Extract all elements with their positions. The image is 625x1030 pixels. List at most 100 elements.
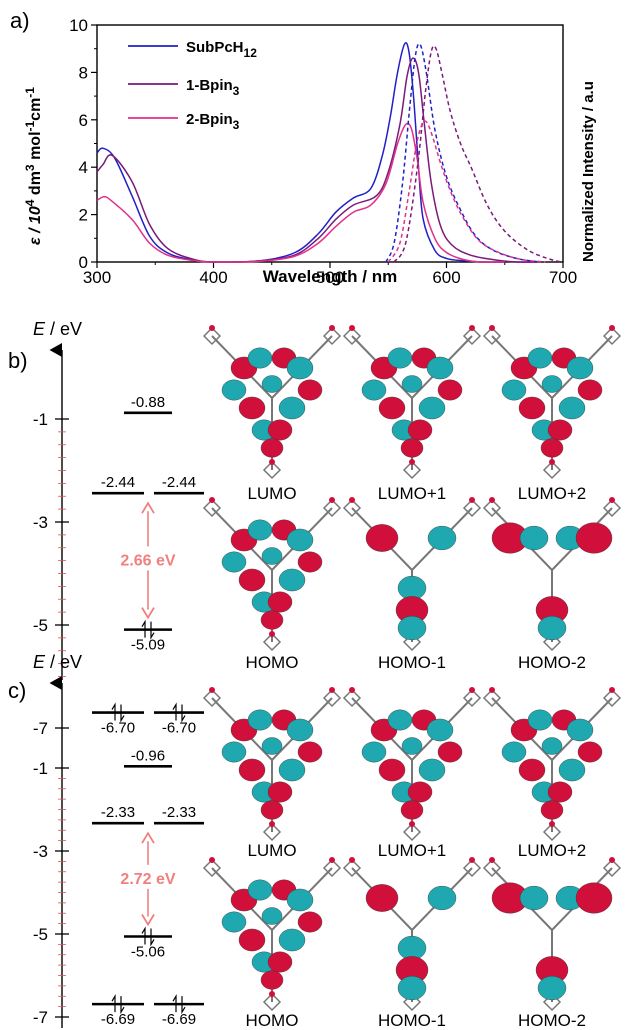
- y-tick-label: 8: [79, 63, 88, 82]
- energy-tick-label: -1: [33, 759, 48, 778]
- orbital-lobe: [267, 591, 293, 613]
- orbital-lobe: [541, 375, 563, 393]
- orbital-lobe: [407, 419, 433, 441]
- level-homo-deg-left-label: -6.70: [101, 720, 135, 737]
- molecule-ring: [482, 326, 502, 346]
- atom-oxygen: [269, 821, 275, 827]
- energy-symbol: E: [33, 319, 46, 339]
- orbital-lobe: [540, 800, 564, 820]
- orbital-images: LUMO LUMO+1 LUMO+2 HOMO HOMO-1 HOMO-2: [202, 687, 622, 1030]
- molecule-ring: [322, 326, 342, 346]
- atom-oxygen: [609, 687, 615, 693]
- orbital-lobe: [278, 396, 306, 420]
- orbital-lobe: [527, 709, 553, 731]
- atom-oxygen: [609, 857, 615, 863]
- orbital-lobe: [501, 741, 527, 763]
- panel-c: c) E / eV -1-3-5-7 -0.96-2.33 -2.33-5.06-…: [8, 652, 622, 1030]
- orbital-lobe: [238, 928, 266, 952]
- homo-deg-right-electron-up: [172, 993, 177, 1013]
- energy-axis: -1 -3 -5 -7: [33, 343, 69, 738]
- level-homo-deg-left-label: -6.69: [101, 1011, 135, 1028]
- y-label-exp: 3: [23, 164, 37, 171]
- orbital-lobe: [387, 709, 413, 731]
- molecule-ring: [342, 326, 362, 346]
- gap-arrow-head-up: [141, 831, 155, 844]
- orbital-label: LUMO: [247, 484, 296, 503]
- orbital-lobe: [238, 396, 266, 420]
- level-homo-label: -5.06: [131, 943, 165, 960]
- orbital-lobe: [518, 758, 546, 782]
- y-tick-label: 6: [79, 111, 88, 130]
- homo-deg-right-electron-up: [172, 702, 177, 721]
- orbital-lobe: [260, 610, 284, 630]
- orbital-lobe: [297, 551, 323, 573]
- energy-tick-label: -5: [33, 925, 48, 944]
- orbital-lobe: [418, 758, 446, 782]
- orbital-lumo-plus-minus-2: LUMO+2: [482, 687, 622, 860]
- atom-oxygen: [469, 857, 475, 863]
- panel-a: a) 0 2 4 6 8 10 300 400 500 600 700 Wavelength / …: [10, 8, 597, 287]
- series-absorption-1-bpin3: [96, 57, 540, 263]
- energy-tick-label: -3: [33, 842, 48, 861]
- orbital-lobe: [260, 970, 284, 990]
- orbital-lobe: [519, 885, 549, 911]
- orbital-lobe: [286, 528, 314, 552]
- y-tick-label: 0: [79, 253, 88, 272]
- energy-levels: -0.88 -2.44 -2.44 -5.09 -6.70 -6.70 2.66 eV: [92, 394, 204, 737]
- panel-b: b) E / eV -1-3-5-7 -0.88-2.44 -2.44-5.09-…: [8, 319, 622, 738]
- energy-tick-label: -7: [33, 719, 48, 738]
- legend-name: SubPcH: [186, 39, 244, 56]
- orbital-lobe: [278, 928, 306, 952]
- orbital-lobe: [286, 888, 314, 912]
- molecule-ring: [262, 632, 282, 652]
- orbital-lobe: [427, 885, 457, 911]
- gap-arrow-head-down: [141, 914, 155, 927]
- energy-tick-label: -3: [33, 513, 48, 532]
- homo-electron-down: [150, 621, 155, 640]
- energy-unit: / eV: [45, 319, 82, 339]
- series-emission-subpch12: [385, 42, 540, 263]
- energy-axis-title: E / eV: [33, 319, 82, 339]
- energy-tick-label: -7: [33, 1008, 48, 1027]
- molecule-ring: [462, 498, 482, 518]
- legend-sub: 3: [233, 84, 240, 98]
- orbital-lobe: [278, 758, 306, 782]
- y-label-part: dm: [27, 171, 44, 199]
- x-tick-label: 600: [432, 268, 460, 287]
- homo-electron-up: [141, 619, 146, 638]
- atom-oxygen: [349, 325, 355, 331]
- atom-oxygen: [489, 687, 495, 693]
- orbital-lobe: [238, 568, 266, 592]
- homo-deg-right-electron-down: [181, 704, 186, 723]
- legend-sub: 3: [233, 118, 240, 132]
- orbital-lobe: [537, 615, 567, 641]
- atom-oxygen: [469, 687, 475, 693]
- orbital-lobe: [365, 884, 399, 912]
- legend-name: 1-Bpin: [186, 77, 233, 94]
- series-emission-1-bpin3: [393, 45, 564, 263]
- molecule-ring: [602, 326, 622, 346]
- orbital-images: LUMO LUMO+1 LUMO+2 HOMO HOMO-1 HOMO-2: [202, 325, 622, 672]
- molecule-ring: [202, 326, 222, 346]
- molecule-ring: [402, 460, 422, 480]
- orbital-lobe: [426, 718, 454, 742]
- energy-axis: -1 -3 -5 -7: [33, 676, 69, 1028]
- molecule-ring: [602, 498, 622, 518]
- y-axis-ticks: 0 2 4 6 8 10: [69, 16, 97, 272]
- orbital-lobe: [261, 547, 283, 565]
- orbital-lobe: [566, 718, 594, 742]
- energy-levels: -0.96 -2.33 -2.33 -5.06 -6.69 -6.69 2.72 eV: [92, 747, 204, 1028]
- spectra-series: [96, 42, 564, 263]
- y-axis-label-left: ε / 104 dm3 mol-1cm-1: [23, 87, 44, 245]
- level-lumo-left-label: -2.33: [101, 804, 135, 821]
- molecule-ring: [262, 460, 282, 480]
- orbital-lobe: [261, 375, 283, 393]
- orbital-lobe: [260, 800, 284, 820]
- atom-oxygen: [329, 687, 335, 693]
- orbital-lumo-plus-minus-1: LUMO+1: [342, 325, 482, 503]
- orbital-homo: HOMO: [202, 857, 342, 1030]
- orbital-lobe: [260, 438, 284, 458]
- homo-electron-up: [141, 926, 146, 945]
- orbital-lobe: [547, 419, 573, 441]
- orbital-lobe: [575, 522, 613, 554]
